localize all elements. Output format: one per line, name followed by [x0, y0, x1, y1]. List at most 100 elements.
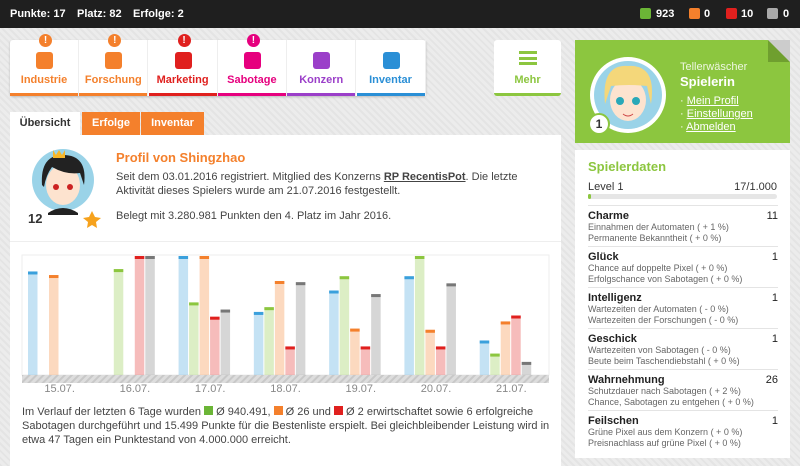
stat: Charme 11 Einnahmen der Automaten ( + 1 %)…	[588, 205, 778, 244]
bar	[28, 271, 38, 375]
bar	[113, 269, 124, 375]
link[interactable]: Mein Profil	[686, 95, 739, 107]
stat-name: Intelligenz	[588, 292, 642, 304]
bar-cap	[339, 276, 350, 280]
bar	[435, 346, 446, 375]
bar-cap	[511, 315, 521, 319]
profile-text: Seit dem 03.01.2016 registriert. Mitglie…	[116, 170, 546, 198]
top-bar: Punkte: 17 Platz: 82 Erfolge: 2 923 0 10…	[0, 0, 800, 28]
nav-item[interactable]: Forschung!	[79, 34, 149, 96]
bar	[511, 315, 521, 375]
underline	[356, 93, 425, 96]
bar-cap	[28, 271, 38, 275]
stat: Geschick 1 Wartezeiten von Sabotagen ( - 0…	[588, 328, 778, 367]
bar-cap	[274, 280, 285, 284]
stat-name: Glück	[588, 251, 619, 263]
company-link[interactable]: RP RecentisPot	[383, 171, 466, 183]
tab[interactable]: Übersicht	[10, 112, 80, 135]
corner	[768, 40, 790, 62]
bar-cap	[329, 290, 339, 294]
label: Sabotage	[227, 74, 277, 86]
stat-value: 1	[771, 292, 778, 304]
label: Inventar	[369, 74, 412, 86]
summary: Im Verlauf der letzten 6 Tage wurden Ø 9…	[22, 405, 552, 447]
nav-item[interactable]: Marketing!	[148, 34, 218, 96]
bar-cap	[490, 353, 500, 357]
x-tick-label: 18.07.	[270, 383, 301, 395]
nav-item[interactable]: Industrie!	[10, 34, 79, 96]
stat: Punkte: 17	[10, 8, 66, 20]
bar-cap	[404, 276, 414, 280]
bar-cap	[350, 328, 360, 332]
bar	[446, 283, 456, 375]
stat-detail: Preisnachlass auf grüne Pixel ( + 0 %)	[588, 438, 741, 448]
stat-value: 1	[771, 251, 778, 263]
stat-detail: Erfolgschance von Sabotagen ( + 0 %)	[588, 274, 743, 284]
stat: Wahrnehmung 26 Schutzdauer nach Sabotagen …	[588, 369, 778, 408]
nav-item[interactable]: Sabotage!	[217, 34, 287, 96]
bar	[490, 353, 500, 375]
text: . Die letzte Aktivität dieses Spielers w…	[116, 171, 518, 197]
bar	[360, 346, 371, 375]
icon	[640, 8, 651, 19]
profile-text: Belegt mit 3.280.981 Punkten den 4. Plat…	[116, 210, 392, 222]
label: Forschung	[84, 74, 142, 86]
stat-name: Wahrnehmung	[588, 374, 665, 386]
link[interactable]: Einstellungen	[686, 108, 753, 120]
bar-cap	[435, 346, 446, 350]
icon	[36, 52, 53, 69]
stat-value: 1	[771, 333, 778, 345]
text: Ø 26 und	[285, 406, 331, 418]
role: Spielerin	[680, 74, 735, 89]
nav-item[interactable]: Inventar	[356, 40, 426, 96]
tab[interactable]: Erfolge	[82, 112, 140, 135]
stat-value: 26	[765, 374, 778, 386]
bar	[425, 329, 435, 375]
text: Ø 940.491,	[216, 406, 271, 418]
tab[interactable]: Inventar	[141, 112, 204, 135]
stats-panel: Spielerdaten Level 1 17/1.000 Charme 11 Ei…	[575, 150, 790, 458]
progress-bar	[588, 194, 777, 199]
stat-name: Geschick	[588, 333, 637, 345]
bar-cap	[479, 340, 490, 344]
chart: 15.07. 16.07. 17.07. 18.07. 19.07. 20.07. 21.0…	[21, 254, 550, 395]
bar	[145, 256, 155, 375]
stats-title: Spielerdaten	[588, 159, 667, 174]
resource: 0	[704, 8, 711, 20]
icon	[243, 52, 261, 69]
avatar	[590, 57, 666, 133]
bar	[371, 294, 381, 375]
badge: !	[246, 34, 260, 47]
bar-cap	[189, 302, 199, 306]
more-button[interactable]: Mehr	[494, 40, 561, 96]
bar	[199, 256, 210, 375]
stat-detail: Wartezeiten der Forschungen ( - 0 %)	[588, 315, 739, 325]
icon	[105, 52, 123, 69]
stat-value: 1	[771, 415, 778, 427]
links: · Mein Profil · Einstellungen · Abmelden	[680, 95, 753, 134]
bar	[49, 275, 59, 375]
icon	[313, 52, 331, 69]
bar	[414, 256, 425, 375]
resource: 10	[741, 8, 754, 20]
profile-panel: 12 Profil von Shingzhao Seit dem 03.01.2…	[10, 135, 561, 466]
bar-cap	[220, 309, 231, 313]
divider	[10, 241, 561, 242]
stat-detail: Chance auf doppelte Pixel ( + 0 %)	[588, 263, 728, 273]
label: Konzern	[299, 74, 344, 86]
bar-cap	[199, 256, 210, 259]
bar	[274, 280, 285, 375]
bar-cap	[425, 329, 435, 333]
stat: Erfolge: 2	[133, 8, 184, 20]
underline	[217, 93, 286, 96]
nav-item[interactable]: Konzern	[287, 40, 357, 96]
bar-cap	[253, 311, 264, 315]
bar	[210, 316, 220, 375]
x-tick-label: 19.07.	[345, 383, 376, 395]
x-tick-label: 17.07.	[195, 383, 226, 395]
bar	[521, 361, 532, 375]
bar-cap	[49, 275, 59, 279]
link[interactable]: Abmelden	[686, 121, 736, 133]
bar	[220, 309, 231, 375]
bar	[134, 256, 145, 375]
